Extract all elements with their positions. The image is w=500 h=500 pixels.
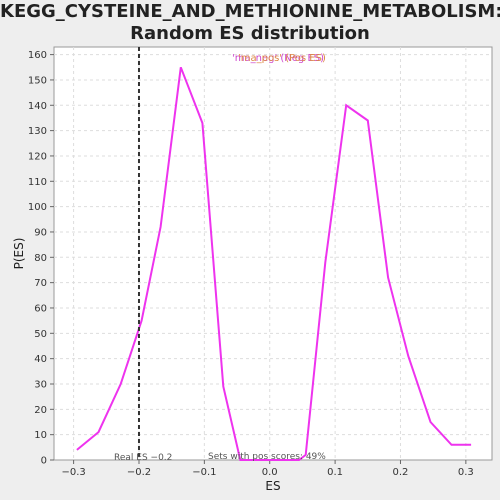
x-axis-ticks: −0.3 −0.2 −0.1 0.0 0.1 0.2 0.3 [61,460,474,478]
y-tick-label: 150 [28,75,47,86]
y-tick-label: 60 [34,303,47,314]
es-distribution-line [76,66,472,461]
y-tick-label: 130 [28,126,47,137]
legend-neg-es: 'ma_neg' (Neg ES) [232,53,324,64]
x-axis-label: ES [265,479,280,493]
legend-pos-es: 'ma_pos' (Pos ES) [238,53,326,64]
chart-title-line1: KEGG_CYSTEINE_AND_METHIONINE_METABOLISM: [0,1,500,22]
grid-lines [54,47,492,460]
plot-area [53,46,493,461]
y-tick-label: 140 [28,101,47,112]
x-tick-label: −0.3 [61,467,85,478]
x-tick-label: 0.0 [262,467,278,478]
y-tick-label: 10 [34,430,47,441]
y-tick-label: 100 [28,202,47,213]
y-axis-ticks: 0 10 20 30 40 50 60 70 80 90 100 110 120 130 140 150 160 [28,50,54,467]
y-tick-label: 0 [41,456,47,467]
y-tick-label: 30 [34,379,47,390]
y-tick-label: 120 [28,151,47,162]
pos-scores-label: Sets with pos scores: 49% [208,452,326,462]
y-tick-label: 50 [34,329,47,340]
x-tick-label: 0.1 [327,467,343,478]
y-tick-label: 160 [28,50,47,61]
x-tick-label: 0.2 [393,467,409,478]
y-tick-label: 40 [34,354,47,365]
x-tick-label: −0.1 [192,467,216,478]
x-tick-label: 0.3 [458,467,474,478]
y-tick-label: 70 [34,278,47,289]
real-es-label: Real ES −0.2 [114,453,172,463]
x-tick-label: −0.2 [127,467,151,478]
y-tick-label: 20 [34,405,47,416]
y-tick-label: 80 [34,253,47,264]
y-tick-label: 110 [28,177,47,188]
y-tick-label: 90 [34,227,47,238]
y-axis-label: P(ES) [12,238,26,270]
chart-title-line2: Random ES distribution [130,23,370,44]
